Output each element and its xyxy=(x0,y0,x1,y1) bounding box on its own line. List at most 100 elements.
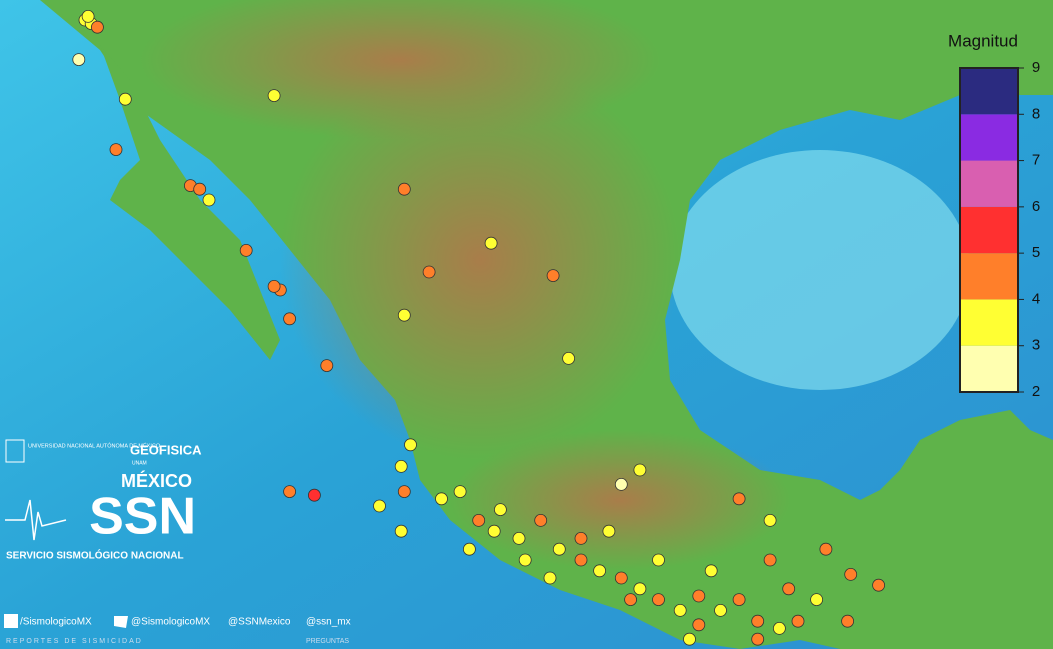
baja-california xyxy=(100,45,280,360)
earthquake xyxy=(512,532,526,545)
legend-swatch xyxy=(960,114,1018,161)
legend-frame xyxy=(959,67,1019,393)
earthquake xyxy=(320,359,334,373)
questions[interactable]: PREGUNTAS xyxy=(306,638,349,645)
earthquake xyxy=(81,9,95,23)
earthquake xyxy=(844,568,858,581)
legend-tick-label: 8 xyxy=(1032,105,1040,122)
earthquake xyxy=(732,492,746,506)
ssn: SSN xyxy=(89,488,196,546)
earthquake xyxy=(683,632,696,646)
earthquake xyxy=(704,564,718,578)
earthquake xyxy=(472,514,486,527)
earthquake xyxy=(493,503,507,517)
highlands-north xyxy=(140,0,660,140)
earthquake xyxy=(732,593,746,606)
earthquake xyxy=(118,92,132,106)
earthquake xyxy=(487,524,501,538)
earthquake xyxy=(692,618,706,632)
legend-swatch xyxy=(960,299,1018,346)
legend: 2 3 4 5 6 7 8 9 xyxy=(959,59,1040,400)
legend-swatch xyxy=(960,206,1018,254)
earthquake xyxy=(283,485,297,499)
earthquake xyxy=(484,236,498,250)
earthquake xyxy=(373,499,386,513)
earthquake xyxy=(791,614,805,628)
earthquake xyxy=(435,492,448,506)
earthquake xyxy=(810,593,823,606)
earthquake xyxy=(543,571,557,585)
legend-tick-label: 2 xyxy=(1032,383,1040,400)
seismogram xyxy=(5,499,67,541)
earthquake xyxy=(307,488,321,502)
earthquake xyxy=(773,622,786,635)
facebook-icon xyxy=(4,614,18,628)
unam-short: UNAM xyxy=(132,460,147,466)
legend-tick-label: 4 xyxy=(1032,290,1040,307)
legend-swatch xyxy=(960,253,1018,300)
twitter-icon xyxy=(114,616,128,628)
earthquake xyxy=(763,553,777,567)
earthquake xyxy=(782,582,796,596)
earthquake xyxy=(633,463,647,477)
earthquake xyxy=(593,564,606,578)
earthquake xyxy=(819,542,833,556)
legend-swatch xyxy=(960,345,1018,392)
legend-swatch xyxy=(960,68,1018,115)
earthquake xyxy=(624,593,637,606)
earthquake xyxy=(562,351,575,365)
country: MÉXICO xyxy=(121,470,192,491)
legend-tick-label: 3 xyxy=(1032,337,1040,354)
earthquake xyxy=(397,308,411,322)
earthquake xyxy=(751,614,765,628)
earthquake xyxy=(546,269,560,283)
earthquake xyxy=(763,514,777,527)
earthquake xyxy=(652,593,665,606)
legend-tick-label: 7 xyxy=(1032,152,1040,169)
earthquake xyxy=(518,553,532,567)
legend-swatch xyxy=(960,160,1018,207)
legend-tick-label: 6 xyxy=(1032,198,1040,215)
earthquake xyxy=(462,542,476,556)
unam-emblem xyxy=(5,439,25,463)
earthquake xyxy=(397,485,411,499)
earthquake xyxy=(453,485,467,499)
handle-1[interactable]: @SSNMexico xyxy=(228,617,291,628)
earthquake xyxy=(673,604,687,617)
earthquake xyxy=(751,632,765,646)
earthquake xyxy=(239,243,253,257)
earthquake xyxy=(614,571,628,585)
earthquake xyxy=(72,53,86,66)
earthquake xyxy=(283,312,297,326)
legend-tick-label: 5 xyxy=(1032,244,1040,261)
earthquake xyxy=(202,193,216,207)
earthquake xyxy=(109,143,123,157)
highlands-south xyxy=(450,430,790,570)
earthquake xyxy=(602,524,616,538)
earthquake xyxy=(574,553,588,567)
reports[interactable]: REPORTES DE SISMICIDAD xyxy=(6,638,143,645)
earthquake xyxy=(422,265,436,279)
earthquake xyxy=(267,89,281,102)
earthquake xyxy=(574,532,588,545)
earthquake xyxy=(404,438,417,452)
handle-2[interactable]: @ssn_mx xyxy=(306,617,351,628)
ssn-name: SERVICIO SISMOLÓGICO NACIONAL xyxy=(6,549,184,562)
twitter[interactable]: @SismologicoMX xyxy=(131,617,210,628)
highlands xyxy=(280,60,680,460)
earthquake xyxy=(397,182,411,196)
facebook[interactable]: /SismologicoMX xyxy=(20,617,92,628)
earthquake xyxy=(614,477,628,491)
earthquake xyxy=(534,514,548,527)
earthquake xyxy=(394,524,408,538)
events xyxy=(72,9,885,646)
legend-title: Magnitud xyxy=(948,31,1018,50)
gulf-shelf xyxy=(670,150,970,390)
earthquake xyxy=(394,459,408,473)
earthquake xyxy=(652,553,665,567)
earthquake xyxy=(267,279,281,293)
earthquake xyxy=(552,542,566,556)
earthquake xyxy=(633,582,647,596)
